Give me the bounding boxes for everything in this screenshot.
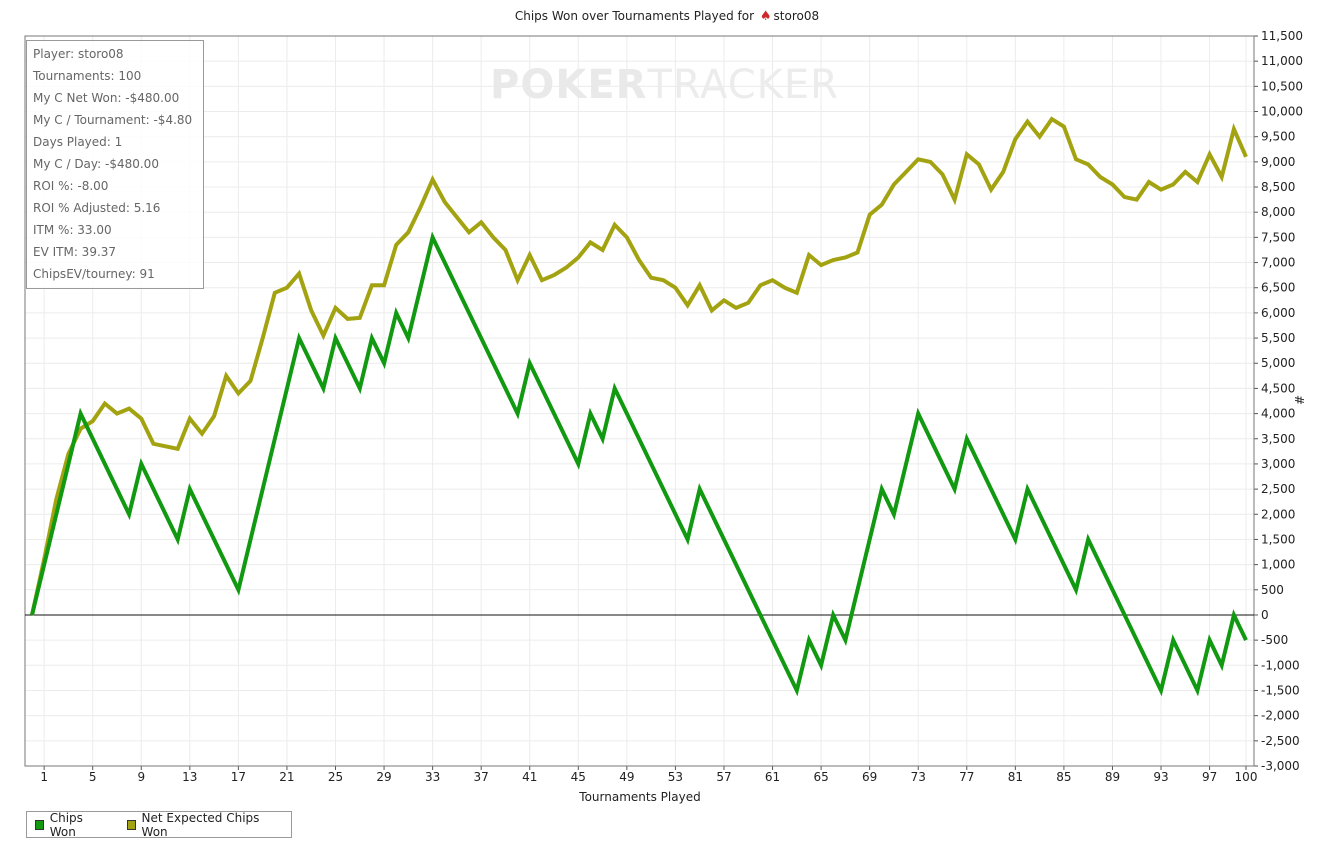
- x-tick-label: 61: [765, 770, 780, 784]
- y-tick-label: 10,000: [1261, 105, 1303, 119]
- x-tick-label: 69: [862, 770, 877, 784]
- y-tick-label: 6,000: [1261, 306, 1295, 320]
- x-tick-label: 49: [619, 770, 634, 784]
- x-tick-label: 5: [89, 770, 97, 784]
- y-tick-label: -500: [1261, 633, 1288, 647]
- y-tick-label: 0: [1261, 608, 1269, 622]
- y-tick-label: 5,500: [1261, 331, 1295, 345]
- y-tick-label: 11,000: [1261, 54, 1303, 68]
- x-tick-label: 9: [137, 770, 145, 784]
- x-tick-label: 85: [1056, 770, 1071, 784]
- chart-title: Chips Won over Tournaments Played for ♠ s…: [0, 9, 1334, 24]
- x-tick-label: 45: [571, 770, 586, 784]
- legend: Chips Won Net Expected Chips Won: [26, 810, 292, 839]
- stat-chipsev: ChipsEV/tourney: 91: [33, 267, 155, 281]
- y-tick-label: 3,500: [1261, 432, 1295, 446]
- y-tick-label: 9,500: [1261, 130, 1295, 144]
- legend-item-chips-won: Chips Won: [35, 811, 103, 839]
- y-tick-label: 1,500: [1261, 532, 1295, 546]
- stat-tournaments: Tournaments: 100: [33, 69, 142, 83]
- stats-box: Player: storo08 Tournaments: 100 My C Ne…: [26, 40, 204, 289]
- x-tick-label: 73: [911, 770, 926, 784]
- x-tick-label: 77: [959, 770, 974, 784]
- x-tick-label: 89: [1105, 770, 1120, 784]
- x-tick-label: 57: [716, 770, 731, 784]
- y-tick-label: 4,500: [1261, 381, 1295, 395]
- y-tick-label: 8,000: [1261, 205, 1295, 219]
- stat-per-day: My C / Day: -$480.00: [33, 157, 159, 171]
- x-tick-label: 53: [668, 770, 683, 784]
- y-tick-label: 11,500: [1261, 29, 1303, 43]
- x-tick-label: 65: [813, 770, 828, 784]
- spade-icon: ♠: [759, 9, 772, 24]
- y-tick-label: 2,000: [1261, 507, 1295, 521]
- stat-itm: ITM %: 33.00: [33, 223, 112, 237]
- stat-days-played: Days Played: 1: [33, 135, 123, 149]
- stat-per-tournament: My C / Tournament: -$4.80: [33, 113, 193, 127]
- x-tick-label: 25: [328, 770, 343, 784]
- y-tick-label: -2,500: [1261, 734, 1300, 748]
- stat-player: Player: storo08: [33, 47, 124, 61]
- y-tick-label: 3,000: [1261, 457, 1295, 471]
- stat-roi-adjusted: ROI % Adjusted: 5.16: [33, 201, 161, 215]
- x-tick-label: 41: [522, 770, 537, 784]
- y-tick-label: 500: [1261, 583, 1284, 597]
- y-tick-label: -2,000: [1261, 709, 1300, 723]
- y-tick-label: 2,500: [1261, 482, 1295, 496]
- legend-label-net-expected: Net Expected Chips Won: [141, 810, 260, 839]
- legend-label-chips-won: Chips Won: [49, 810, 83, 839]
- y-tick-label: 4,000: [1261, 407, 1295, 421]
- x-tick-label: 21: [279, 770, 294, 784]
- y-tick-label: 1,000: [1261, 558, 1295, 572]
- x-tick-label: 33: [425, 770, 440, 784]
- plot-frame: [24, 35, 1255, 767]
- x-axis-label: Tournaments Played: [579, 790, 701, 804]
- y-tick-label: 6,500: [1261, 281, 1295, 295]
- x-tick-label: 1: [40, 770, 48, 784]
- y-tick-label: 5,000: [1261, 356, 1295, 370]
- title-prefix: Chips Won over Tournaments Played for: [514, 9, 755, 23]
- y-tick-label: -3,000: [1261, 759, 1300, 773]
- series-line-chips-won: [30, 231, 1248, 697]
- y-tick-label: -1,500: [1261, 683, 1300, 697]
- y-tick-label: -1,000: [1261, 658, 1300, 672]
- x-tick-label: 81: [1008, 770, 1023, 784]
- x-tick-label: 97: [1202, 770, 1217, 784]
- x-tick-label: 17: [231, 770, 246, 784]
- y-tick-label: 10,500: [1261, 79, 1303, 93]
- x-tick-label: 37: [474, 770, 489, 784]
- legend-swatch-chips-won: [35, 819, 44, 830]
- x-tick-label: 13: [182, 770, 197, 784]
- y-tick-label: 7,000: [1261, 256, 1295, 270]
- x-tick-label: 100: [1235, 770, 1258, 784]
- y-axis-label: #: [1292, 395, 1306, 406]
- legend-item-net-expected: Net Expected Chips Won: [126, 810, 267, 839]
- x-tick-label: 93: [1153, 770, 1168, 784]
- pokertracker-watermark-logo: POKERTRACKER: [490, 62, 839, 108]
- legend-swatch-net-expected: [126, 819, 136, 830]
- plot-area: [25, 36, 1254, 766]
- y-tick-label: 8,500: [1261, 180, 1295, 194]
- y-tick-label: 7,500: [1261, 230, 1295, 244]
- y-tick-label: 9,000: [1261, 155, 1295, 169]
- stat-ev-itm: EV ITM: 39.37: [33, 245, 117, 259]
- series-line-net-expected-chips-won: [30, 116, 1248, 616]
- stat-net-won: My C Net Won: -$480.00: [33, 91, 180, 105]
- title-player: storo08: [773, 9, 820, 23]
- x-tick-label: 29: [376, 770, 391, 784]
- stat-roi: ROI %: -8.00: [33, 179, 109, 193]
